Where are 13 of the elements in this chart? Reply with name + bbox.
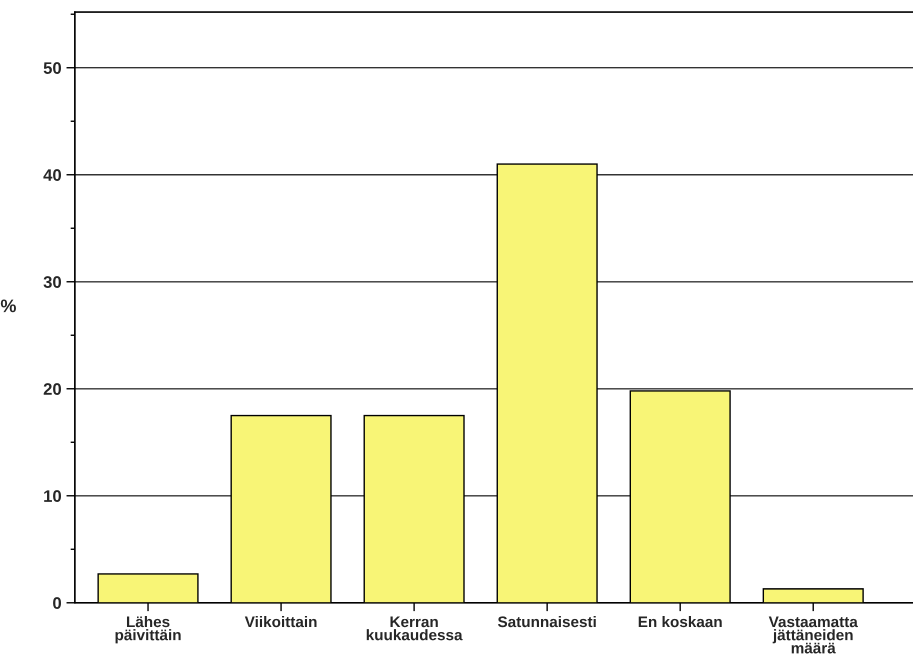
- y-tick-label: 0: [53, 597, 61, 609]
- x-tick-label: Satunnaisesti: [498, 616, 596, 628]
- y-tick-label: 30: [44, 276, 61, 288]
- x-tick-label: En koskaan: [638, 616, 722, 628]
- y-tick-label: 40: [43, 169, 61, 181]
- x-tick-label: Lähes päivittäin: [116, 616, 181, 644]
- y-tick-label: 20: [44, 383, 61, 395]
- y-tick-label: 50: [44, 62, 61, 74]
- x-tick-label: Vastaamatta jättäneiden määrä: [768, 616, 858, 654]
- y-axis-title: %: [0, 300, 16, 312]
- y-tick-label: 10: [44, 490, 61, 502]
- x-tick-label: Viikoittain: [244, 616, 316, 628]
- x-tick-label: Kerran kuukaudessa: [366, 616, 463, 640]
